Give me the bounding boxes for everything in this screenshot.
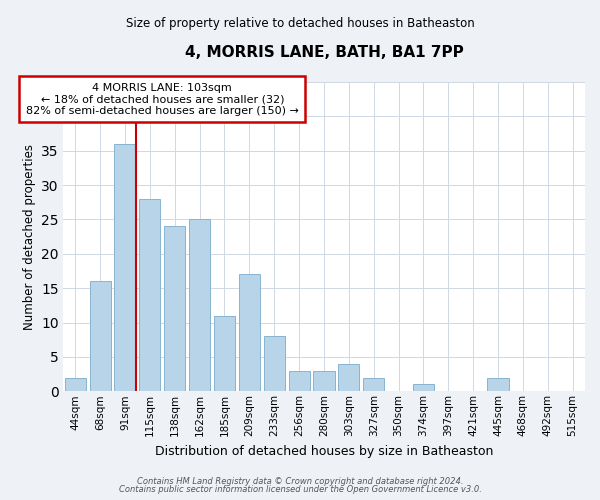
X-axis label: Distribution of detached houses by size in Batheaston: Distribution of detached houses by size … bbox=[155, 444, 493, 458]
Bar bbox=[338, 364, 359, 392]
Text: Contains public sector information licensed under the Open Government Licence v3: Contains public sector information licen… bbox=[119, 486, 481, 494]
Text: Contains HM Land Registry data © Crown copyright and database right 2024.: Contains HM Land Registry data © Crown c… bbox=[137, 477, 463, 486]
Bar bbox=[65, 378, 86, 392]
Text: 4 MORRIS LANE: 103sqm
← 18% of detached houses are smaller (32)
82% of semi-deta: 4 MORRIS LANE: 103sqm ← 18% of detached … bbox=[26, 82, 299, 116]
Text: Size of property relative to detached houses in Batheaston: Size of property relative to detached ho… bbox=[125, 18, 475, 30]
Bar bbox=[313, 370, 335, 392]
Bar bbox=[214, 316, 235, 392]
Bar bbox=[164, 226, 185, 392]
Bar bbox=[139, 199, 160, 392]
Bar bbox=[189, 220, 210, 392]
Bar bbox=[263, 336, 285, 392]
Bar bbox=[413, 384, 434, 392]
Bar bbox=[89, 282, 111, 392]
Bar bbox=[289, 370, 310, 392]
Bar bbox=[487, 378, 509, 392]
Y-axis label: Number of detached properties: Number of detached properties bbox=[23, 144, 35, 330]
Bar bbox=[363, 378, 384, 392]
Bar bbox=[115, 144, 136, 392]
Title: 4, MORRIS LANE, BATH, BA1 7PP: 4, MORRIS LANE, BATH, BA1 7PP bbox=[185, 45, 463, 60]
Bar bbox=[239, 274, 260, 392]
